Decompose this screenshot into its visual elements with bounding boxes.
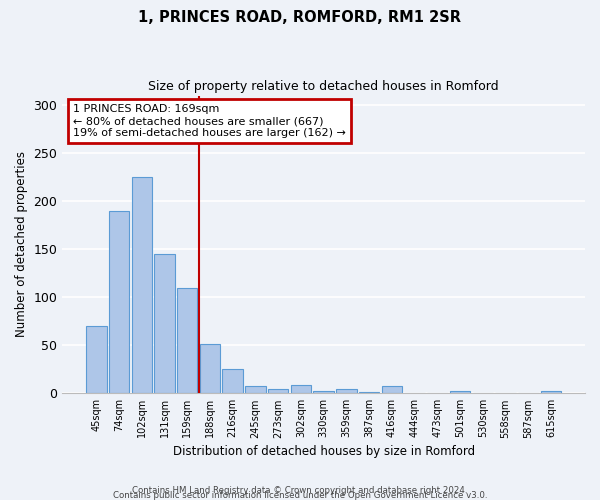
Bar xyxy=(541,392,561,394)
Bar xyxy=(154,254,175,394)
Bar xyxy=(359,392,379,394)
Text: Contains public sector information licensed under the Open Government Licence v3: Contains public sector information licen… xyxy=(113,491,487,500)
Bar xyxy=(223,370,243,394)
Bar xyxy=(177,288,197,394)
Bar xyxy=(131,177,152,394)
Bar xyxy=(245,386,266,394)
Bar xyxy=(313,392,334,394)
Bar xyxy=(336,390,356,394)
Bar xyxy=(200,344,220,394)
Text: Contains HM Land Registry data © Crown copyright and database right 2024.: Contains HM Land Registry data © Crown c… xyxy=(132,486,468,495)
Bar xyxy=(109,211,129,394)
Bar xyxy=(268,390,289,394)
Title: Size of property relative to detached houses in Romford: Size of property relative to detached ho… xyxy=(148,80,499,93)
Bar xyxy=(86,326,107,394)
Y-axis label: Number of detached properties: Number of detached properties xyxy=(15,152,28,338)
Text: 1, PRINCES ROAD, ROMFORD, RM1 2SR: 1, PRINCES ROAD, ROMFORD, RM1 2SR xyxy=(139,10,461,25)
Bar xyxy=(290,384,311,394)
Bar xyxy=(450,392,470,394)
X-axis label: Distribution of detached houses by size in Romford: Distribution of detached houses by size … xyxy=(173,444,475,458)
Bar xyxy=(382,386,402,394)
Text: 1 PRINCES ROAD: 169sqm
← 80% of detached houses are smaller (667)
19% of semi-de: 1 PRINCES ROAD: 169sqm ← 80% of detached… xyxy=(73,104,346,138)
